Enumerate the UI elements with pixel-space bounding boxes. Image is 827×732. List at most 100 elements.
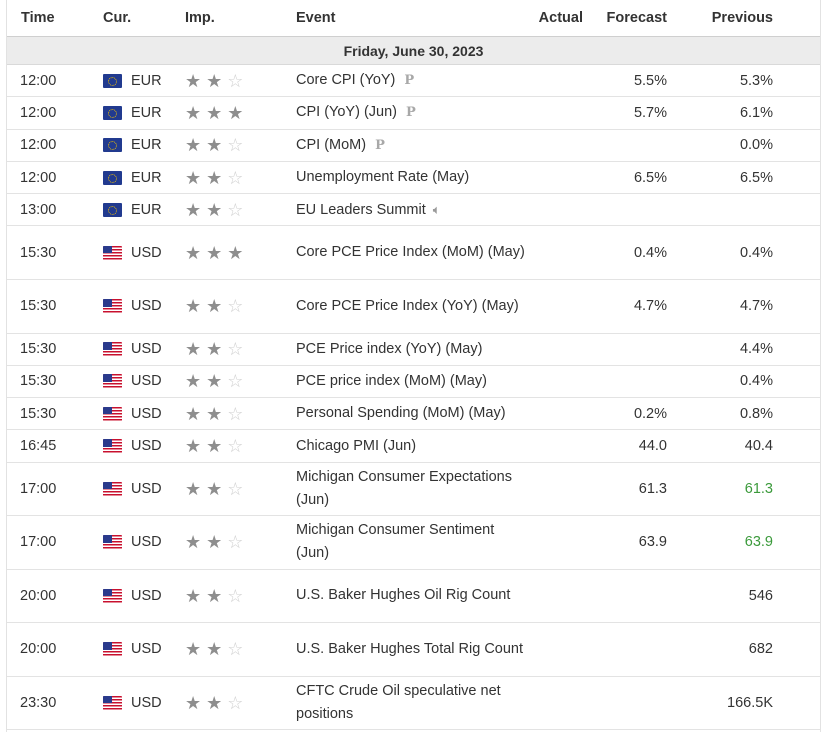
header-event[interactable]: Event bbox=[296, 9, 336, 26]
event-forecast bbox=[585, 194, 667, 225]
currency-code: USD bbox=[131, 534, 162, 551]
star-filled-icon: ★ bbox=[185, 403, 202, 424]
event-cell: Core PCE Price Index (YoY) (May) bbox=[296, 280, 526, 333]
event-cell: U.S. Baker Hughes Total Rig Count bbox=[296, 623, 526, 676]
table-row[interactable]: 12:00 EUR ★ ★ ☆ Unemployment Rate (May) 6.5% 6.… bbox=[7, 162, 820, 195]
event-name-link[interactable]: CPI (MoM) bbox=[296, 136, 367, 153]
importance-rating: ★ ★ ☆ bbox=[185, 516, 285, 569]
currency-code: USD bbox=[131, 480, 162, 497]
importance-rating: ★ ★ ☆ bbox=[185, 623, 285, 676]
currency-code: EUR bbox=[131, 201, 162, 218]
currency-code: USD bbox=[131, 405, 162, 422]
event-name-link[interactable]: U.S. Baker Hughes Oil Rig Count bbox=[296, 587, 511, 604]
event-previous: 5.3% bbox=[739, 72, 773, 89]
event-forecast: 0.2% bbox=[633, 405, 667, 422]
event-forecast: 61.3 bbox=[638, 480, 667, 497]
event-actual bbox=[527, 463, 583, 516]
star-filled-icon: ★ bbox=[185, 102, 202, 123]
event-name-link[interactable]: Michigan Consumer Expectations (Jun) bbox=[296, 468, 512, 508]
event-forecast bbox=[585, 623, 667, 676]
header-importance[interactable]: Imp. bbox=[185, 10, 215, 26]
event-previous: 4.7% bbox=[739, 298, 773, 315]
header-currency[interactable]: Cur. bbox=[103, 10, 132, 26]
event-cell: U.S. Baker Hughes Oil Rig Count bbox=[296, 570, 526, 623]
event-cell: EU Leaders Summit 🔈︎ bbox=[296, 194, 526, 225]
event-name-link[interactable]: U.S. Baker Hughes Total Rig Count bbox=[296, 640, 524, 657]
event-forecast bbox=[585, 570, 667, 623]
us-flag-icon bbox=[103, 299, 122, 314]
table-row[interactable]: 12:00 EUR ★ ★ ☆ CPI (MoM) P 0.0% bbox=[7, 130, 820, 162]
event-currency: EUR bbox=[103, 162, 183, 193]
event-time: 15:30 bbox=[20, 341, 57, 358]
event-name-link[interactable]: EU Leaders Summit bbox=[296, 201, 426, 218]
star-empty-icon: ☆ bbox=[227, 436, 244, 457]
table-row[interactable]: 20:00 USD ★ ★ ☆ U.S. Baker Hughes Total Rig C… bbox=[7, 623, 820, 677]
date-label: Friday, June 30, 2023 bbox=[343, 42, 484, 59]
table-row[interactable]: 17:00 USD ★ ★ ☆ Michigan Consumer Expectation… bbox=[7, 463, 820, 517]
event-time: 12:00 bbox=[20, 72, 57, 89]
table-row[interactable]: 15:30 USD ★ ★ ★ Core PCE Price Index (MoM) (M… bbox=[7, 227, 820, 280]
star-filled-icon: ★ bbox=[206, 70, 223, 91]
star-empty-icon: ☆ bbox=[227, 478, 244, 499]
event-name-link[interactable]: CFTC Crude Oil speculative net positions bbox=[296, 682, 501, 722]
star-filled-icon: ★ bbox=[206, 242, 223, 263]
star-filled-icon: ★ bbox=[185, 532, 202, 553]
event-actual bbox=[527, 194, 583, 225]
header-previous[interactable]: Previous bbox=[711, 10, 773, 26]
table-row[interactable]: 23:30 USD ★ ★ ☆ CFTC Crude Oil speculative ne… bbox=[7, 677, 820, 731]
star-filled-icon: ★ bbox=[206, 135, 223, 156]
event-time: 12:00 bbox=[20, 169, 57, 186]
event-cell: CFTC Crude Oil speculative net positions bbox=[296, 677, 526, 730]
event-name-link[interactable]: Chicago PMI (Jun) bbox=[296, 437, 417, 454]
event-name-link[interactable]: Core PCE Price Index (MoM) (May) bbox=[296, 244, 525, 261]
table-row[interactable]: 12:00 EUR ★ ★ ☆ Core CPI (YoY) P 5.5% 5.3% bbox=[7, 65, 820, 98]
event-name-link[interactable]: PCE Price index (YoY) (May) bbox=[296, 340, 483, 357]
table-row[interactable]: 13:00 EUR ★ ★ ☆ EU Leaders Summit 🔈︎ bbox=[7, 194, 820, 227]
table-row[interactable]: 15:30 USD ★ ★ ☆ Core PCE Price Index (YoY) (M… bbox=[7, 280, 820, 334]
event-currency: EUR bbox=[103, 65, 183, 96]
header-actual[interactable]: Actual bbox=[538, 10, 583, 26]
star-empty-icon: ☆ bbox=[227, 692, 244, 713]
event-currency: USD bbox=[103, 570, 183, 623]
event-name-link[interactable]: Michigan Consumer Sentiment (Jun) bbox=[296, 522, 495, 562]
event-cell: Personal Spending (MoM) (May) bbox=[296, 398, 526, 429]
star-filled-icon: ★ bbox=[185, 478, 202, 499]
table-row[interactable]: 15:30 USD ★ ★ ☆ PCE Price index (YoY) (May) 4.… bbox=[7, 334, 820, 366]
event-previous: 0.4% bbox=[739, 244, 773, 261]
event-name-link[interactable]: PCE price index (MoM) (May) bbox=[296, 372, 487, 389]
star-filled-icon: ★ bbox=[227, 242, 244, 263]
event-time: 17:00 bbox=[20, 480, 57, 497]
table-row[interactable]: 15:30 USD ★ ★ ☆ Personal Spending (MoM) (May)… bbox=[7, 398, 820, 431]
table-row[interactable]: 16:45 USD ★ ★ ☆ Chicago PMI (Jun) 44.0 40.4 bbox=[7, 430, 820, 463]
event-name-link[interactable]: Unemployment Rate (May) bbox=[296, 169, 470, 186]
us-flag-icon bbox=[103, 695, 122, 710]
event-cell: Michigan Consumer Sentiment (Jun) bbox=[296, 516, 526, 569]
currency-code: EUR bbox=[131, 72, 162, 89]
event-actual bbox=[527, 65, 583, 96]
event-name-link[interactable]: Core PCE Price Index (YoY) (May) bbox=[296, 297, 519, 314]
event-time: 16:45 bbox=[20, 438, 57, 455]
event-name-link[interactable]: Personal Spending (MoM) (May) bbox=[296, 405, 506, 422]
star-filled-icon: ★ bbox=[206, 478, 223, 499]
table-row[interactable]: 12:00 EUR ★ ★ ★ CPI (YoY) (Jun) P 5.7% 6.1% bbox=[7, 97, 820, 130]
table-row[interactable]: 20:00 USD ★ ★ ☆ U.S. Baker Hughes Oil Rig Cou… bbox=[7, 570, 820, 624]
event-actual bbox=[527, 97, 583, 128]
star-filled-icon: ★ bbox=[206, 403, 223, 424]
event-name-link[interactable]: CPI (YoY) (Jun) bbox=[296, 104, 397, 121]
star-empty-icon: ☆ bbox=[227, 70, 244, 91]
currency-code: USD bbox=[131, 298, 162, 315]
event-currency: USD bbox=[103, 623, 183, 676]
star-empty-icon: ☆ bbox=[227, 199, 244, 220]
event-currency: EUR bbox=[103, 130, 183, 161]
star-filled-icon: ★ bbox=[185, 70, 202, 91]
header-forecast[interactable]: Forecast bbox=[606, 10, 667, 26]
currency-code: USD bbox=[131, 373, 162, 390]
event-previous: 166.5K bbox=[727, 694, 773, 711]
table-row[interactable]: 17:00 USD ★ ★ ☆ Michigan Consumer Sentiment (… bbox=[7, 516, 820, 570]
header-time[interactable]: Time bbox=[21, 10, 55, 26]
table-row[interactable]: 15:30 USD ★ ★ ☆ PCE price index (MoM) (May) 0.… bbox=[7, 366, 820, 399]
importance-rating: ★ ★ ☆ bbox=[185, 570, 285, 623]
event-currency: USD bbox=[103, 516, 183, 569]
economic-calendar: Time Cur. Imp. Event Actual Forecast Pre… bbox=[6, 0, 821, 732]
event-name-link[interactable]: Core CPI (YoY) bbox=[296, 72, 396, 89]
